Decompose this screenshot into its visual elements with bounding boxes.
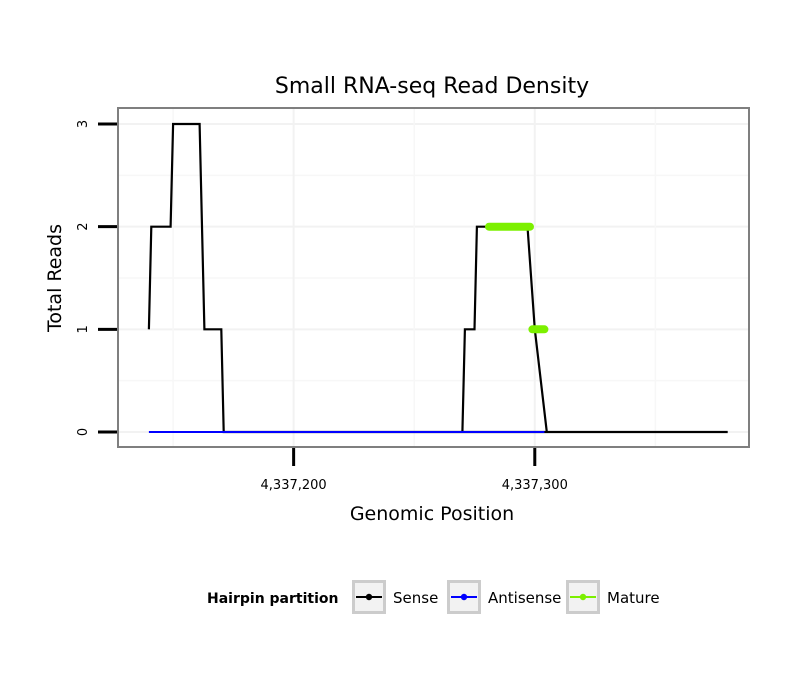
legend-label: Antisense <box>488 589 561 607</box>
legend-title: Hairpin partition <box>207 591 338 607</box>
series-line-sense <box>147 122 728 434</box>
x-tick-label: 4,337,200 <box>261 478 327 493</box>
legend-key-point <box>365 593 373 601</box>
y-tick-label: 1 <box>76 325 91 333</box>
y-tick-label: 0 <box>76 428 91 436</box>
legend: Hairpin partition Sense Antisense Mature <box>207 580 660 614</box>
chart-title: Small RNA-seq Read Density <box>275 74 589 99</box>
y-tick-label: 2 <box>76 223 91 231</box>
x-tick-label: 4,337,300 <box>502 478 568 493</box>
y-axis: 0 1 2 3 <box>76 120 117 436</box>
legend-label: Mature <box>607 589 660 607</box>
x-axis-title: Genomic Position <box>350 503 514 525</box>
legend-key-point <box>579 593 587 601</box>
y-axis-title: Total Reads <box>44 224 66 333</box>
grid <box>118 108 749 447</box>
series-layer <box>147 122 728 434</box>
plot-panel-border <box>117 107 750 448</box>
legend-label: Sense <box>393 589 438 607</box>
x-axis: 4,337,200 4,337,300 <box>261 448 568 493</box>
y-tick-label: 3 <box>76 120 91 128</box>
legend-key-point <box>460 593 468 601</box>
